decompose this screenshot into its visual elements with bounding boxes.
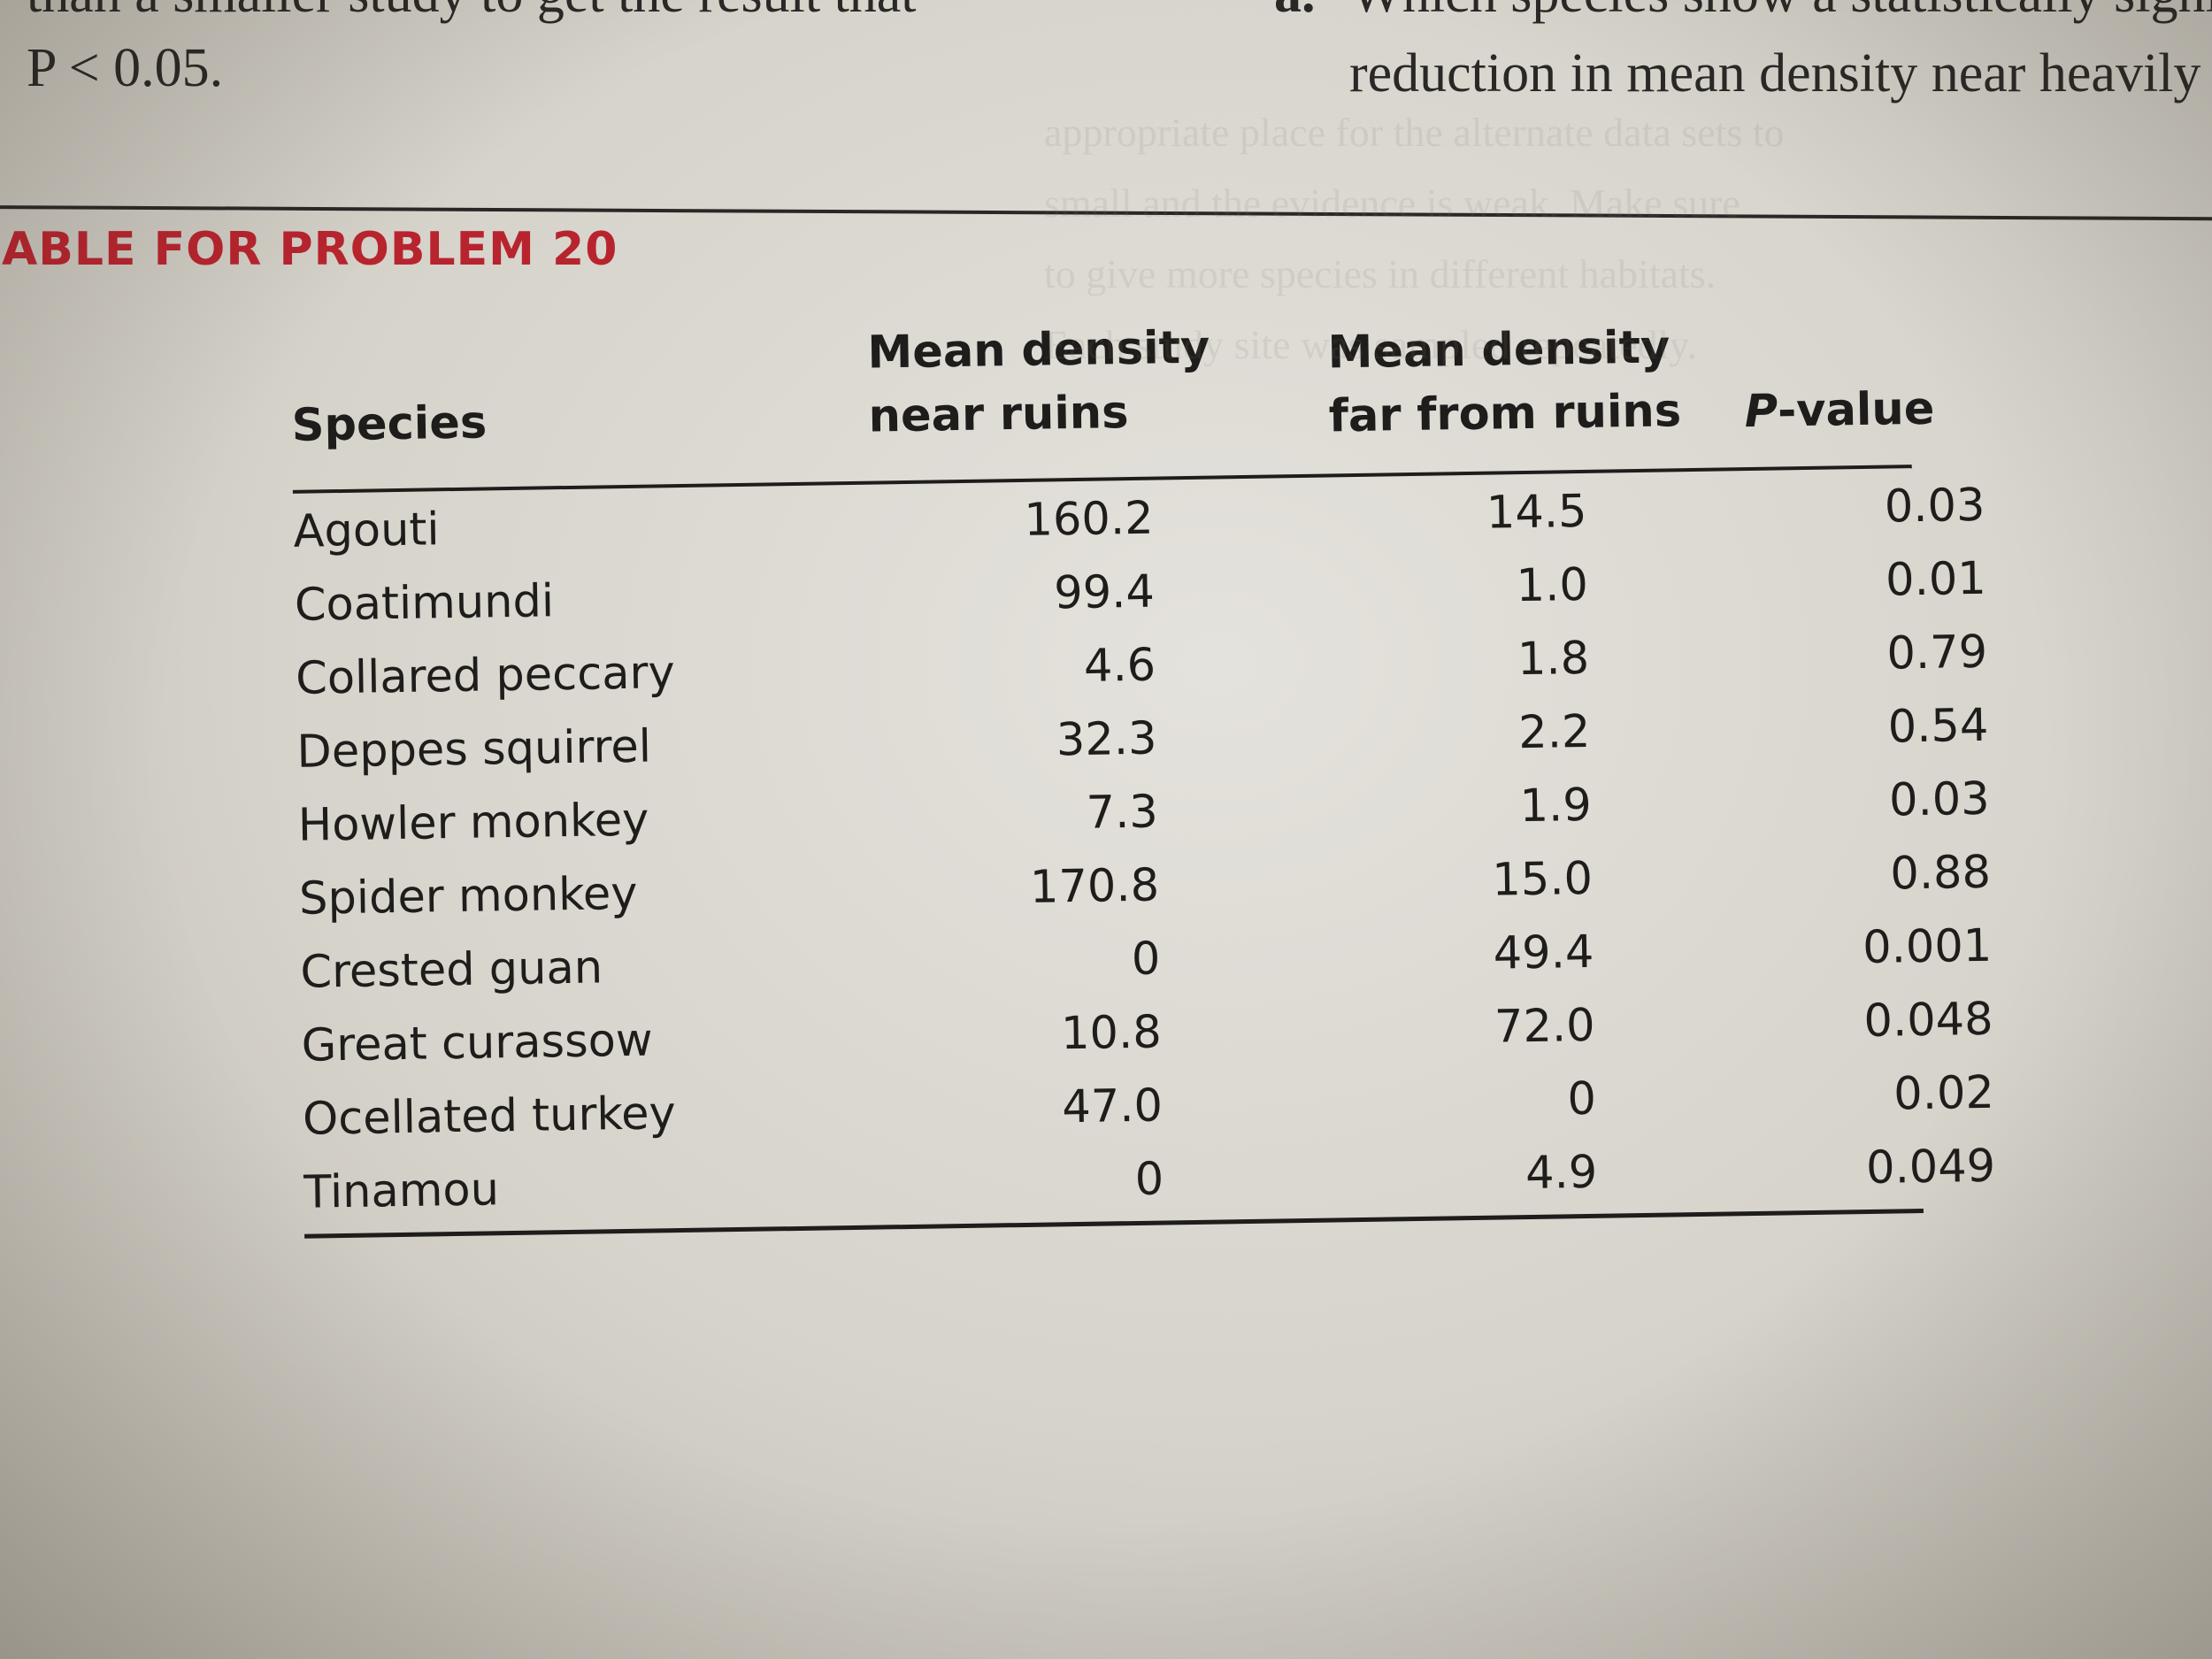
p-value-cell: 0.01 (1885, 552, 1987, 607)
species-cell: Agouti (293, 503, 441, 558)
p-value-cell: 0.79 (1886, 626, 1988, 680)
near-ruins-cell: 10.8 (1060, 1006, 1163, 1061)
question-a-line-2: reduction in mean density near heavily (1349, 43, 2201, 104)
header-p-rest: -value (1777, 382, 1935, 438)
far-from-ruins-cell: 49.4 (1493, 926, 1594, 980)
p-value-cell: 0.001 (1862, 919, 1993, 975)
species-cell: Howler monkey (297, 794, 649, 852)
far-from-ruins-cell: 2.2 (1517, 705, 1591, 760)
near-ruins-cell: 4.6 (1083, 639, 1156, 693)
p-value-cell: 0.02 (1893, 1066, 1995, 1121)
far-from-ruins-cell: 0 (1566, 1072, 1597, 1126)
question-a-line-1: a. Which species show a statistically sig… (1274, 0, 2212, 26)
species-cell: Tinamou (303, 1164, 500, 1219)
near-ruins-cell: 160.2 (1024, 492, 1154, 547)
far-from-ruins-cell: 14.5 (1486, 485, 1587, 540)
header-near-line-2: near ruins (868, 387, 1129, 443)
species-cell: Ocellated turkey (302, 1087, 677, 1146)
species-cell: Crested guan (299, 941, 603, 999)
p-value-cell: 0.03 (1884, 479, 1985, 534)
species-cell: Spider monkey (298, 867, 638, 926)
species-cell: Collared peccary (295, 647, 676, 705)
header-species: Species (291, 396, 488, 452)
near-ruins-cell: 47.0 (1061, 1079, 1164, 1134)
p-value-cell: 0.03 (1888, 772, 1991, 827)
question-a-text: Which species show a statistically signi… (1351, 0, 2212, 24)
p-value-cell: 0.54 (1887, 699, 1989, 754)
near-ruins-cell: 0 (1131, 933, 1161, 987)
far-from-ruins-cell: 1.9 (1519, 779, 1593, 833)
near-ruins-cell: 99.4 (1053, 565, 1156, 620)
species-cell: Great curassow (301, 1014, 654, 1072)
near-ruins-cell: 7.3 (1086, 786, 1159, 840)
header-p-value: P-value (1744, 378, 1935, 444)
p-value-cell: 0.048 (1863, 993, 1993, 1048)
far-from-ruins-cell: 15.0 (1491, 852, 1594, 907)
near-ruins-cell: 32.3 (1056, 712, 1157, 767)
species-cell: Coatimundi (294, 575, 555, 632)
far-from-ruins-cell: 72.0 (1494, 999, 1596, 1054)
prev-text-line-1: than a smaller study to get the result t… (27, 0, 917, 26)
p-value-cell: 0.88 (1889, 846, 1992, 901)
near-ruins-cell: 0 (1134, 1153, 1164, 1206)
far-from-ruins-cell: 1.0 (1516, 558, 1589, 613)
near-ruins-cell: 170.8 (1029, 859, 1160, 914)
far-from-ruins-cell: 4.9 (1525, 1146, 1598, 1201)
prev-text-line-2: P < 0.05. (27, 38, 224, 98)
species-cell: Deppes squirrel (296, 720, 652, 779)
header-p-italic: P (1744, 385, 1778, 439)
bleed-through-text: appropriate place for the alternate data… (1044, 110, 1785, 367)
table-title: ABLE FOR PROBLEM 20 (2, 223, 618, 276)
header-far-line-2: far from ruins (1328, 385, 1682, 443)
p-value-cell: 0.049 (1865, 1140, 1996, 1195)
question-a-label: a. (1274, 0, 1316, 24)
far-from-ruins-cell: 1.8 (1517, 632, 1590, 687)
